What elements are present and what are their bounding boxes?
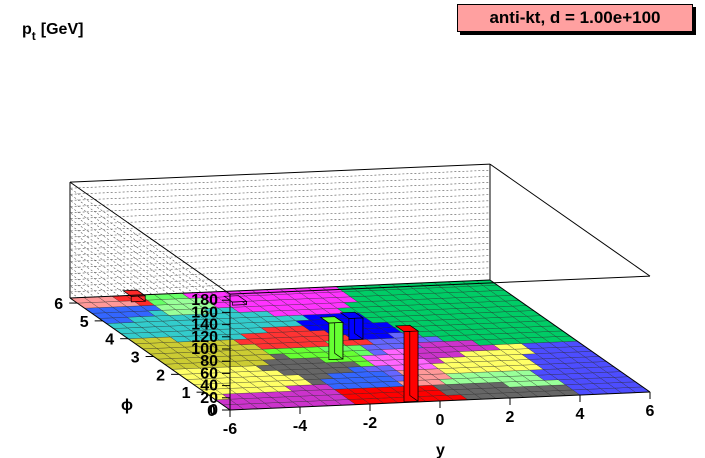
frame-edge — [69, 279, 491, 299]
frame-edge — [229, 275, 651, 295]
phi-tick-label: 4 — [105, 332, 114, 349]
x-tick-label: -2 — [363, 415, 377, 432]
z-tick-label: 140 — [191, 317, 218, 334]
z-axis-label-main: p — [22, 21, 32, 38]
z-tick-label: 40 — [200, 378, 218, 395]
phi-axis-label: ϕ — [121, 397, 133, 414]
phi-tick-label: 3 — [131, 350, 140, 367]
x-tick-label: -4 — [293, 418, 307, 435]
z-axis-label: pt [GeV] — [22, 21, 83, 43]
frame-edge — [489, 279, 651, 393]
x-tick-label: 4 — [576, 406, 585, 423]
floor-layer — [69, 279, 651, 411]
z-tick-label: 100 — [191, 341, 218, 358]
tower-top-face — [319, 316, 344, 324]
z-tick-label: 160 — [191, 304, 218, 321]
x-tick-label: -6 — [223, 421, 237, 438]
z-tick-label: 180 — [191, 292, 218, 309]
tower-top-face — [339, 311, 364, 319]
z-tick-label: 0 — [209, 402, 218, 419]
z-tick-label: 60 — [200, 365, 218, 382]
z-tick-label: 120 — [191, 329, 218, 346]
phi-tick-label: 2 — [156, 367, 165, 384]
frame-edge — [69, 163, 491, 183]
grid-line — [69, 176, 491, 307]
phi-tick-label: 0 — [207, 403, 216, 420]
grid-line — [69, 194, 491, 325]
phi-tick-label: 5 — [80, 314, 89, 331]
z-tick-label: 20 — [200, 390, 218, 407]
frame-edge — [69, 181, 231, 295]
z-axis-label-unit: [GeV] — [41, 21, 84, 38]
grid-line — [69, 169, 491, 301]
tower-side-face — [409, 324, 419, 402]
phi-tick-label: 1 — [182, 385, 191, 402]
frame-edge — [489, 163, 651, 277]
chart-title: anti-kt, d = 1.00e+100 — [457, 4, 693, 32]
tower-top-face — [394, 324, 420, 332]
frame-edge — [69, 297, 231, 411]
z-tick-label: 80 — [200, 353, 218, 370]
x-tick-label: 2 — [506, 409, 515, 426]
x-tick-label: 6 — [646, 403, 655, 420]
z-axis-label-sub: t — [32, 29, 36, 43]
grid-line — [69, 188, 491, 319]
phi-tick-label: 6 — [54, 296, 63, 313]
x-tick-label: 0 — [436, 412, 445, 429]
grid-line — [69, 182, 491, 313]
x-axis-label: y — [436, 442, 445, 458]
